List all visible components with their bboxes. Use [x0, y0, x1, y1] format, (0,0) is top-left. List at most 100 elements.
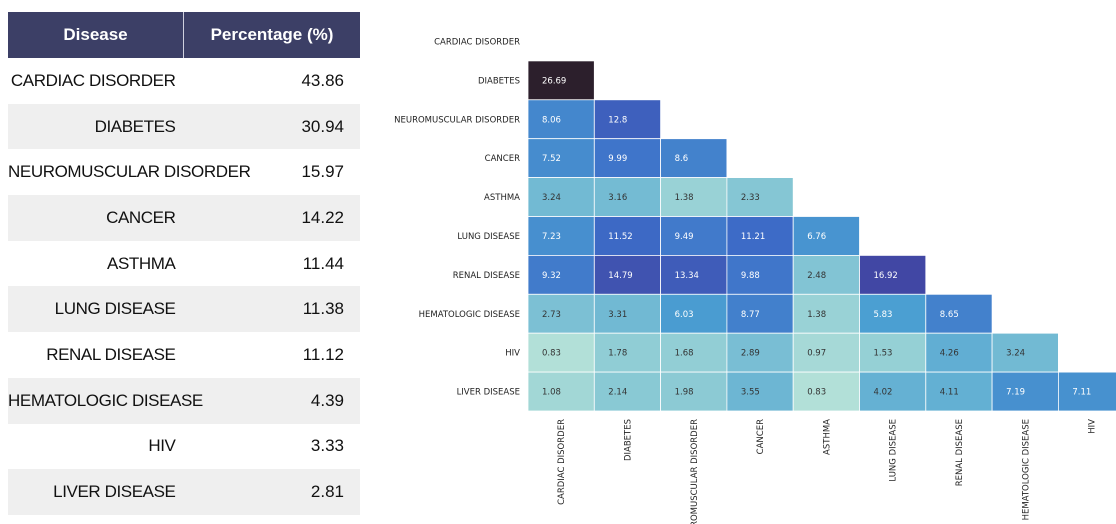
- heatmap-cell-value: 5.83: [874, 310, 893, 320]
- heatmap-cell: [593, 254, 661, 295]
- table-row: CARDIAC DISORDER 43.86: [8, 58, 360, 104]
- percentage-cell: 30.94: [183, 103, 360, 150]
- heatmap-cell: [726, 177, 794, 217]
- heatmap-cell: [859, 332, 927, 373]
- heatmap-cell-value: 3.55: [741, 388, 760, 398]
- heatmap-cell-value: 11.21: [741, 232, 765, 242]
- heatmap-cell: [660, 254, 728, 295]
- heatmap-cell-value: 9.99: [608, 154, 627, 164]
- heatmap-cell: [593, 332, 661, 373]
- heatmap-cell: [593, 138, 661, 178]
- heatmap-col-label: CARDIAC DISORDER: [557, 419, 567, 505]
- heatmap-cell-value: 26.69: [542, 76, 566, 86]
- heatmap-cell-value: 11.52: [608, 232, 632, 242]
- percentage-cell: 14.22: [183, 195, 360, 241]
- disease-name-cell: LUNG DISEASE: [8, 286, 184, 333]
- heatmap-cell: [527, 371, 595, 412]
- disease-percentage-table: Disease Percentage (%) CARDIAC DISORDER 4…: [8, 12, 360, 515]
- disease-name-cell: DIABETES: [8, 103, 184, 150]
- heatmap-cell-value: 1.68: [675, 349, 694, 359]
- heatmap-cell-value: 9.49: [675, 232, 694, 242]
- heatmap-cell-value: 7.52: [542, 154, 561, 164]
- heatmap-cell-value: 7.19: [1006, 388, 1025, 398]
- heatmap-cell: [593, 177, 661, 217]
- heatmap-cell: [660, 332, 728, 373]
- heatmap-cell: [527, 216, 595, 256]
- heatmap-cell-value: 6.76: [807, 232, 826, 242]
- heatmap-cell-value: 2.33: [741, 193, 760, 203]
- table-row: CANCER 14.22: [8, 195, 360, 241]
- heatmap-cell: [593, 216, 661, 256]
- heatmap-cell-value: 8.06: [542, 115, 561, 125]
- disease-name-cell: RENAL DISEASE: [46, 344, 176, 364]
- percentage-cell: 15.97: [301, 162, 344, 182]
- heatmap-cell-value: 13.34: [675, 271, 699, 281]
- disease-name-cell: HEMATOLOGIC DISEASE: [8, 377, 203, 424]
- heatmap-col-label: LUNG DISEASE: [889, 419, 899, 482]
- heatmap-row-label: HEMATOLOGIC DISEASE: [419, 310, 520, 320]
- heatmap-cell: [925, 293, 993, 334]
- table-row: HEMATOLOGIC DISEASE 4.39: [8, 377, 360, 424]
- table-row: LIVER DISEASE 2.81: [8, 469, 360, 515]
- heatmap-cell: [726, 332, 794, 373]
- percentage-cell: 11.44: [302, 253, 344, 273]
- heatmap-cell: [527, 177, 595, 217]
- table-row: HIV 3.33: [8, 424, 360, 470]
- percentage-cell: 4.39: [183, 377, 360, 424]
- disease-name-cell: HIV: [148, 436, 176, 456]
- heatmap-row-label: LUNG DISEASE: [457, 232, 520, 242]
- heatmap-cell: [660, 371, 728, 412]
- heatmap-row-label: DIABETES: [478, 76, 520, 86]
- heatmap-cell: [726, 293, 794, 334]
- heatmap-cell: [593, 99, 661, 140]
- heatmap-cell-value: 2.89: [741, 349, 760, 359]
- disease-name-cell: CANCER: [8, 195, 184, 241]
- heatmap-cell: [593, 293, 661, 334]
- heatmap-cell-value: 0.97: [807, 349, 826, 359]
- heatmap-cell: [859, 371, 927, 412]
- table-row: DIABETES 30.94: [8, 103, 360, 150]
- heatmap-cell-value: 1.53: [874, 349, 893, 359]
- heatmap-col-label: NEUROMUSCULAR DISORDER: [690, 419, 700, 524]
- heatmap-cell-value: 4.02: [874, 388, 893, 398]
- heatmap-cell-value: 1.08: [542, 388, 561, 398]
- heatmap-row-label: NEUROMUSCULAR DISORDER: [394, 115, 520, 125]
- heatmap-cell-value: 16.92: [874, 271, 898, 281]
- heatmap-cell: [925, 332, 993, 373]
- heatmap-cell: [726, 371, 794, 412]
- table-header-row: Disease Percentage (%): [8, 12, 360, 58]
- heatmap-col-label: DIABETES: [623, 419, 633, 461]
- heatmap-row-label: RENAL DISEASE: [453, 271, 520, 281]
- heatmap-col-label: RENAL DISEASE: [955, 419, 965, 486]
- heatmap-cell: [660, 293, 728, 334]
- heatmap-row-label: CARDIAC DISORDER: [434, 37, 520, 47]
- table-row: ASTHMA 11.44: [8, 241, 360, 287]
- heatmap-cell-value: 4.11: [940, 388, 959, 398]
- heatmap-cell-value: 2.73: [542, 310, 561, 320]
- table-body: CARDIAC DISORDER 43.86 DIABETES 30.94 NEUROM…: [8, 58, 360, 515]
- heatmap-cell-value: 7.11: [1072, 388, 1091, 398]
- heatmap-cell: [527, 254, 595, 295]
- heatmap-cell-value: 1.38: [807, 310, 826, 320]
- heatmap-row-label: LIVER DISEASE: [457, 388, 520, 398]
- heatmap-cell-value: 6.03: [675, 310, 694, 320]
- heatmap-col-label: HIV: [1088, 419, 1098, 434]
- heatmap-cell: [792, 254, 860, 295]
- heatmap-cell: [991, 371, 1059, 412]
- table-row: NEUROMUSCULAR DISORDER 15.97: [8, 149, 360, 195]
- heatmap-cell: [792, 293, 860, 334]
- percentage-cell: 43.86: [301, 70, 344, 90]
- heatmap-cell-value: 3.24: [542, 193, 561, 203]
- heatmap-row-label: ASTHMA: [484, 193, 520, 203]
- heatmap-cell: [660, 216, 728, 256]
- heatmap-col-label: HEMATOLOGIC DISEASE: [1021, 419, 1031, 520]
- heatmap-cell-value: 7.23: [542, 232, 561, 242]
- disease-name-cell: CARDIAC DISORDER: [10, 70, 176, 90]
- percentage-cell: 11.38: [183, 286, 360, 333]
- percentage-cell: 3.33: [310, 436, 344, 456]
- heatmap-cell-value: 12.8: [608, 115, 627, 125]
- heatmap-cell: [527, 60, 595, 101]
- heatmap-cell: [527, 99, 595, 140]
- heatmap-cell: [527, 138, 595, 178]
